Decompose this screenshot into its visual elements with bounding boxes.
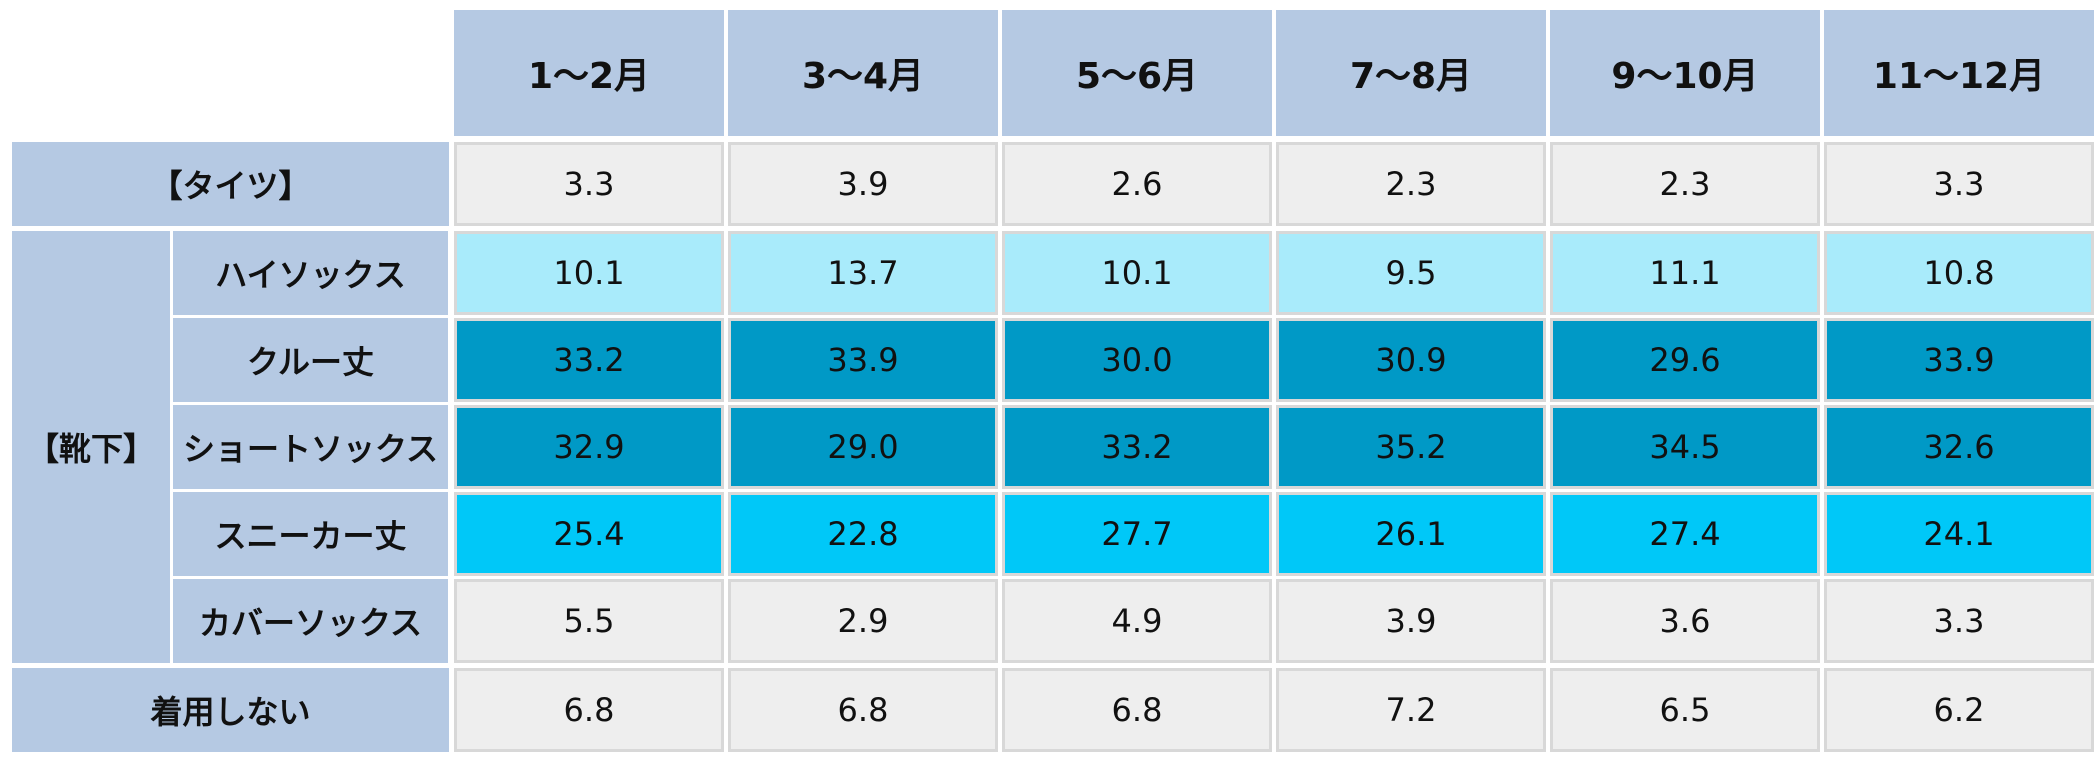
value-cell: 22.8	[728, 492, 998, 576]
value-cell: 6.8	[454, 668, 724, 752]
value-cell: 33.9	[1824, 318, 2094, 402]
row-header: スニーカー丈	[173, 492, 448, 576]
row-header: ショートソックス	[173, 405, 448, 489]
value-cell: 10.1	[454, 231, 724, 315]
column-header: 1～2月	[454, 10, 724, 136]
value-cell: 2.3	[1550, 142, 1820, 226]
row-header: ハイソックス	[173, 231, 448, 315]
row-header: クルー丈	[173, 318, 448, 402]
value-cell: 9.5	[1276, 231, 1546, 315]
value-cell: 6.8	[1002, 668, 1272, 752]
column-header: 11～12月	[1824, 10, 2094, 136]
value-cell: 2.6	[1002, 142, 1272, 226]
value-cell: 6.8	[728, 668, 998, 752]
value-cell: 32.6	[1824, 405, 2094, 489]
value-cell: 29.0	[728, 405, 998, 489]
value-cell: 29.6	[1550, 318, 1820, 402]
value-cell: 2.3	[1276, 142, 1546, 226]
column-header: 3～4月	[728, 10, 998, 136]
value-cell: 13.7	[728, 231, 998, 315]
value-cell: 6.5	[1550, 668, 1820, 752]
value-cell: 3.9	[728, 142, 998, 226]
column-header: 9～10月	[1550, 10, 1820, 136]
value-cell: 27.4	[1550, 492, 1820, 576]
value-cell: 3.3	[454, 142, 724, 226]
value-cell: 6.2	[1824, 668, 2094, 752]
value-cell: 25.4	[454, 492, 724, 576]
value-cell: 32.9	[454, 405, 724, 489]
value-cell: 3.3	[1824, 142, 2094, 226]
value-cell: 30.0	[1002, 318, 1272, 402]
group-header: 【靴下】	[12, 231, 170, 663]
value-cell: 33.2	[454, 318, 724, 402]
value-cell: 7.2	[1276, 668, 1546, 752]
value-cell: 3.6	[1550, 579, 1820, 663]
value-cell: 2.9	[728, 579, 998, 663]
value-cell: 35.2	[1276, 405, 1546, 489]
value-cell: 33.9	[728, 318, 998, 402]
value-cell: 5.5	[454, 579, 724, 663]
value-cell: 4.9	[1002, 579, 1272, 663]
value-cell: 34.5	[1550, 405, 1820, 489]
row-header: 【タイツ】	[12, 142, 449, 226]
row-header: カバーソックス	[173, 579, 448, 663]
value-cell: 24.1	[1824, 492, 2094, 576]
column-header: 7～8月	[1276, 10, 1546, 136]
value-cell: 11.1	[1550, 231, 1820, 315]
value-cell: 26.1	[1276, 492, 1546, 576]
column-header: 5～6月	[1002, 10, 1272, 136]
value-cell: 3.9	[1276, 579, 1546, 663]
value-cell: 27.7	[1002, 492, 1272, 576]
value-cell: 30.9	[1276, 318, 1546, 402]
value-cell: 10.8	[1824, 231, 2094, 315]
value-cell: 10.1	[1002, 231, 1272, 315]
row-header: 着用しない	[12, 668, 449, 752]
value-cell: 33.2	[1002, 405, 1272, 489]
value-cell: 3.3	[1824, 579, 2094, 663]
